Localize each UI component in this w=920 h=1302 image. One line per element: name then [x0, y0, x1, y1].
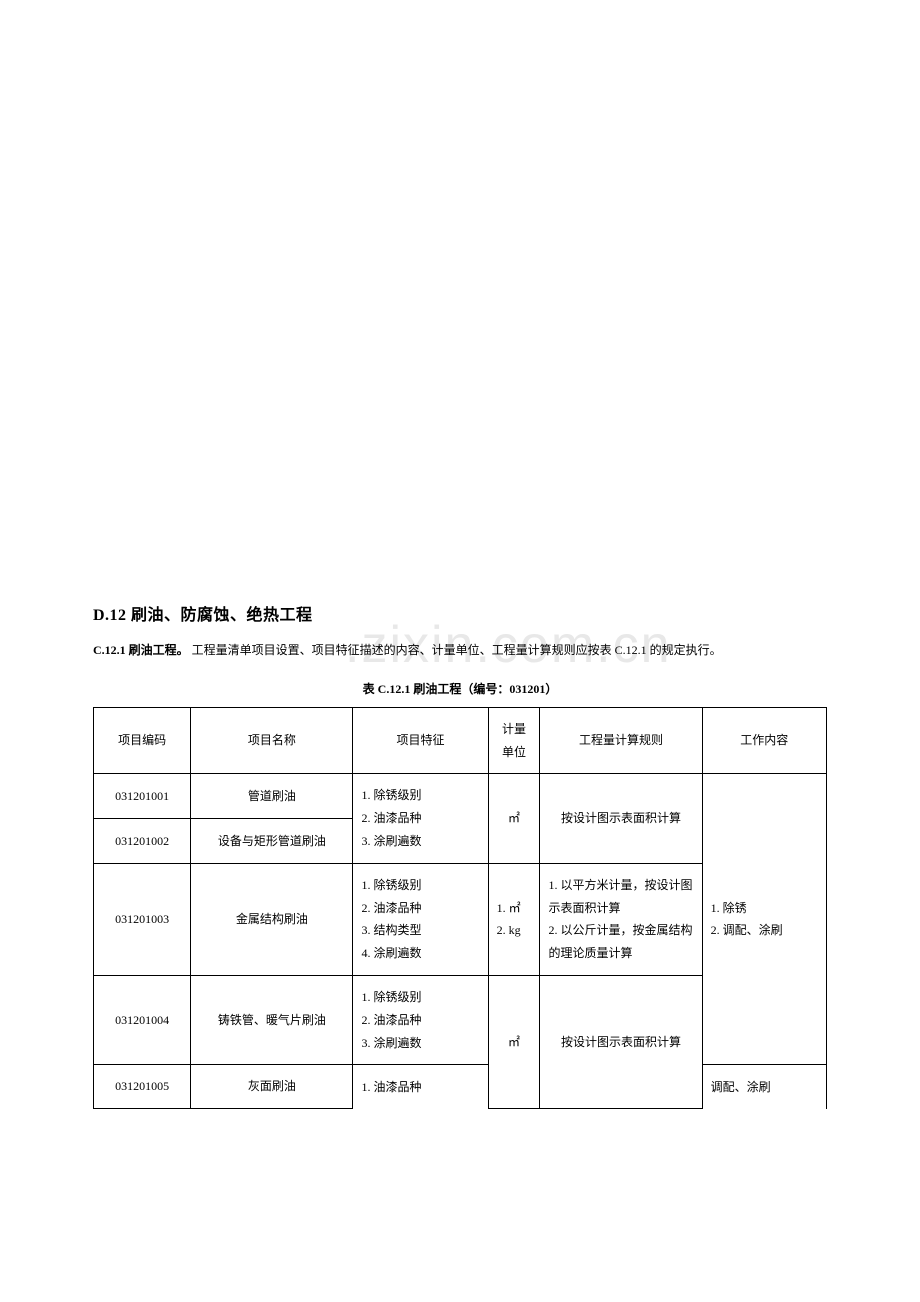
header-feature: 项目特征 — [353, 707, 488, 774]
cell-rule: 按设计图示表面积计算 — [540, 975, 702, 1108]
cell-code: 031201003 — [94, 863, 191, 975]
header-name: 项目名称 — [191, 707, 353, 774]
header-work: 工作内容 — [702, 707, 826, 774]
cell-code: 031201001 — [94, 774, 191, 819]
cell-code: 031201004 — [94, 975, 191, 1064]
cell-name: 灰面刷油 — [191, 1065, 353, 1109]
header-code: 项目编码 — [94, 707, 191, 774]
intro-text: 工程量清单项目设置、项目特征描述的内容、计量单位、工程量计算规则应按表 C.12… — [189, 643, 722, 657]
table-row: 031201005 灰面刷油 1. 油漆品种 调配、涂刷 — [94, 1065, 827, 1109]
cell-name: 管道刷油 — [191, 774, 353, 819]
cell-work: 调配、涂刷 — [702, 1065, 826, 1109]
header-unit: 计量单位 — [488, 707, 540, 774]
cell-unit: ㎡ — [488, 975, 540, 1108]
table-row: 031201001 管道刷油 1. 除锈级别2. 油漆品种3. 涂刷遍数 ㎡ 按… — [94, 774, 827, 819]
table-caption: 表 C.12.1 刷油工程（编号：031201） — [93, 680, 827, 697]
cell-feature: 1. 除锈级别2. 油漆品种3. 结构类型4. 涂刷遍数 — [353, 863, 488, 975]
intro-paragraph: C.12.1 刷油工程。 工程量清单项目设置、项目特征描述的内容、计量单位、工程… — [93, 639, 827, 662]
header-rule: 工程量计算规则 — [540, 707, 702, 774]
cell-rule: 1. 以平方米计量，按设计图示表面积计算2. 以公斤计量，按金属结构的理论质量计… — [540, 863, 702, 975]
cell-feature: 1. 除锈级别2. 油漆品种3. 涂刷遍数 — [353, 975, 488, 1064]
cell-name: 铸铁管、暖气片刷油 — [191, 975, 353, 1064]
document-content: D.12 刷油、防腐蚀、绝热工程 C.12.1 刷油工程。 工程量清单项目设置、… — [93, 601, 827, 1109]
section-title: D.12 刷油、防腐蚀、绝热工程 — [93, 601, 827, 625]
cell-feature: 1. 油漆品种 — [353, 1065, 488, 1109]
cell-feature: 1. 除锈级别2. 油漆品种3. 涂刷遍数 — [353, 774, 488, 863]
cell-name: 设备与矩形管道刷油 — [191, 819, 353, 864]
intro-label: C.12.1 刷油工程。 — [93, 643, 189, 657]
cell-unit: ㎡ — [488, 774, 540, 863]
cell-work: 1. 除锈2. 调配、涂刷 — [702, 774, 826, 1065]
cell-name: 金属结构刷油 — [191, 863, 353, 975]
cell-unit: 1. ㎡2. kg — [488, 863, 540, 975]
cell-code: 031201002 — [94, 819, 191, 864]
cell-rule: 按设计图示表面积计算 — [540, 774, 702, 863]
cell-code: 031201005 — [94, 1065, 191, 1109]
table-header-row: 项目编码 项目名称 项目特征 计量单位 工程量计算规则 工作内容 — [94, 707, 827, 774]
specification-table: 项目编码 项目名称 项目特征 计量单位 工程量计算规则 工作内容 0312010… — [93, 707, 827, 1109]
